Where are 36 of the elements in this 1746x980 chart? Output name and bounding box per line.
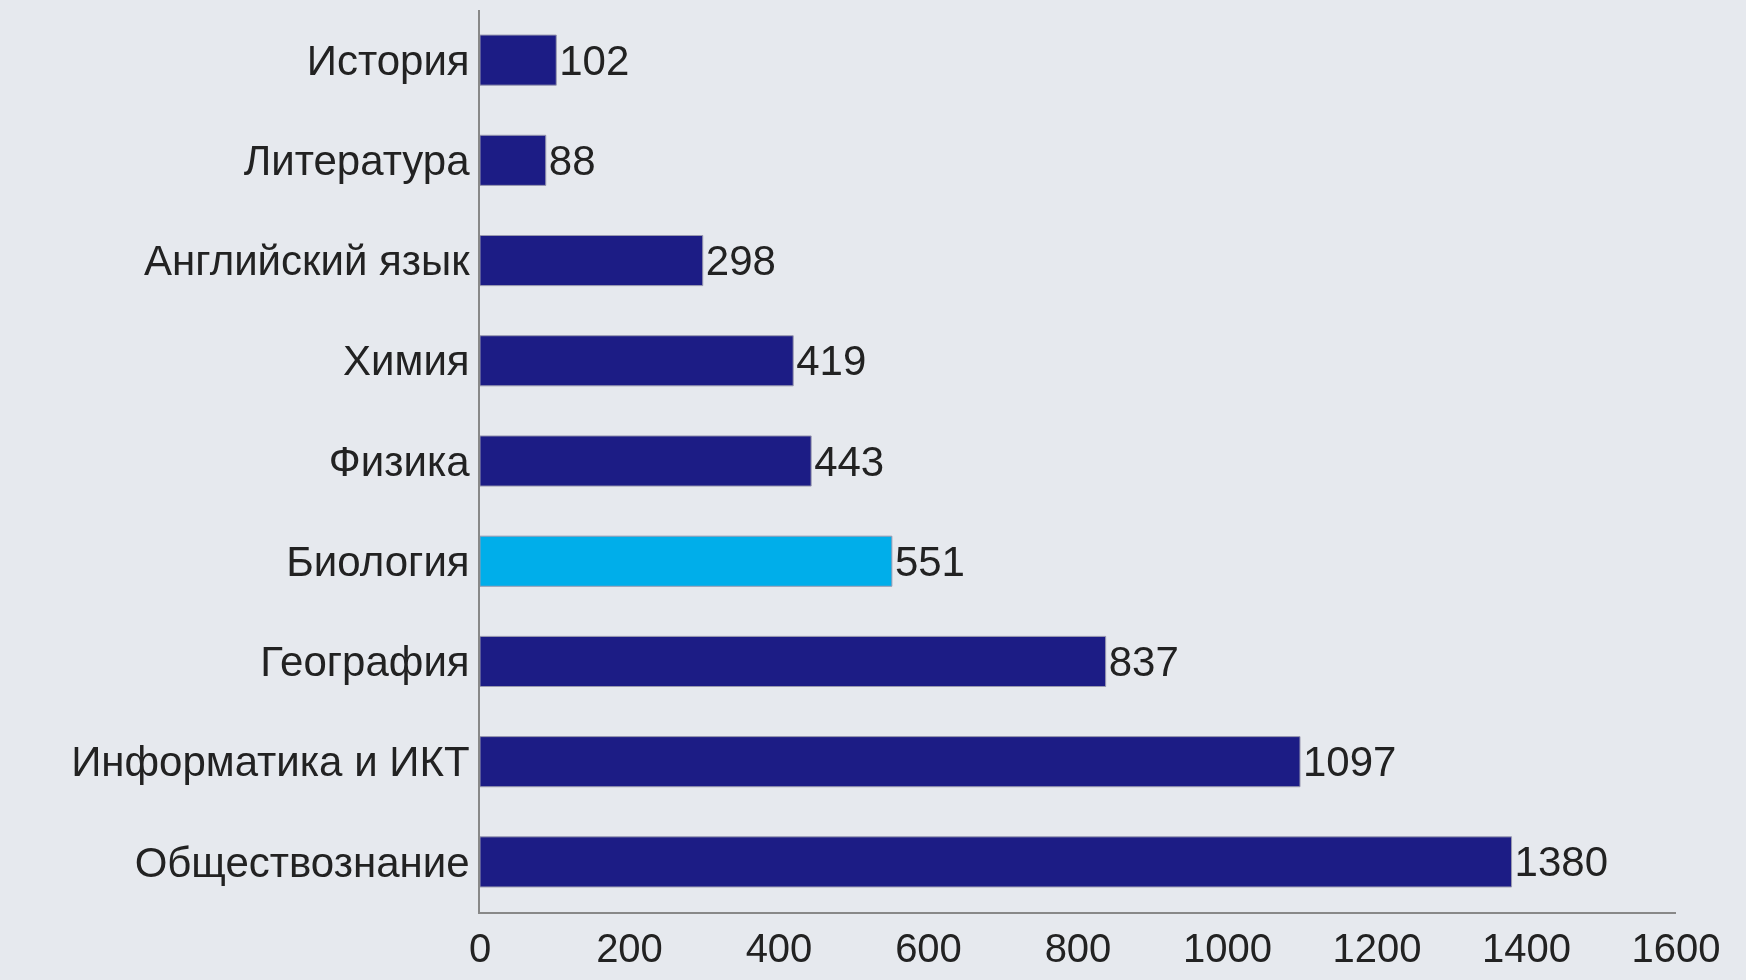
y-tick-label: География <box>260 638 470 686</box>
bar <box>480 635 1107 687</box>
y-tick-label: Обществознание <box>134 838 470 886</box>
x-tick-label: 200 <box>596 926 663 970</box>
y-tick-label: Физика <box>328 437 471 485</box>
x-tick-label: 1400 <box>1482 926 1571 970</box>
y-tick-label: История <box>306 36 470 84</box>
data-label: 551 <box>894 537 965 585</box>
data-label: 298 <box>705 237 776 285</box>
data-label: 419 <box>796 337 867 385</box>
bar <box>480 435 812 487</box>
y-tick-label: Информатика и ИКТ <box>71 738 470 786</box>
x-tick-label: 800 <box>1044 926 1112 970</box>
bar <box>480 335 794 387</box>
x-tick-label: 600 <box>895 926 962 970</box>
x-tick-label: 1000 <box>1183 926 1272 970</box>
data-label: 102 <box>559 36 630 84</box>
x-tick-label: 1600 <box>1631 926 1721 970</box>
data-label: 88 <box>548 136 596 184</box>
data-label: 443 <box>814 437 885 485</box>
data-label: 1097 <box>1303 738 1397 786</box>
bar <box>480 535 893 587</box>
bar <box>480 134 547 186</box>
y-tick-label: Литература <box>243 137 471 185</box>
bar <box>480 836 1513 888</box>
bar <box>480 736 1301 788</box>
x-tick-label: 400 <box>745 926 813 970</box>
data-label: 1380 <box>1514 838 1608 886</box>
y-tick-label: Биология <box>286 537 470 585</box>
x-tick-label: 0 <box>468 926 492 970</box>
bar <box>480 34 557 86</box>
y-tick-label: Английский язык <box>144 237 471 285</box>
x-tick-label: 1200 <box>1332 926 1422 970</box>
data-label: 837 <box>1108 637 1179 685</box>
y-tick-label: Химия <box>343 337 470 385</box>
bar <box>480 235 704 287</box>
